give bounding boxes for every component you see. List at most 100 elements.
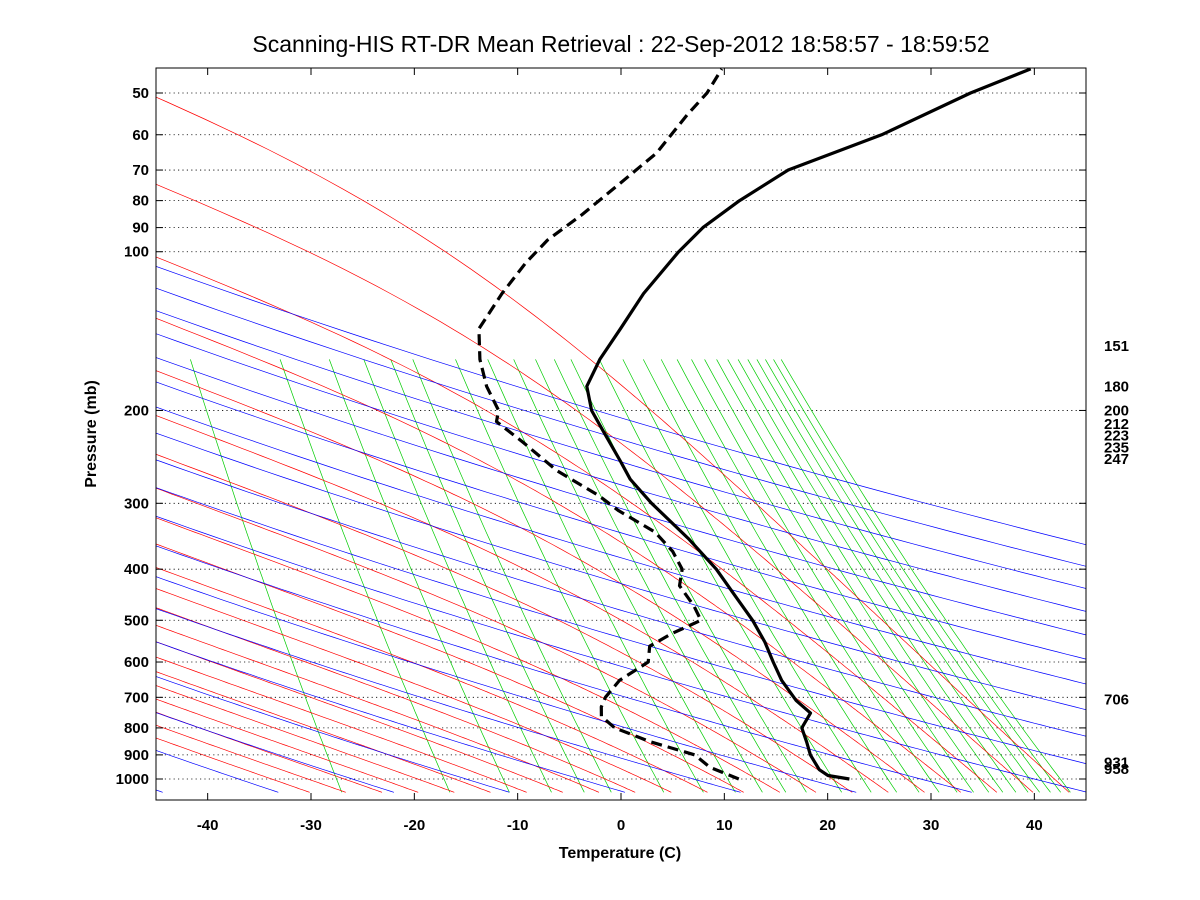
temperature-profile [585, 68, 1032, 781]
x-tick-label: 10 [716, 817, 733, 834]
y-tick-label: 70 [132, 162, 149, 179]
x-tick-label: 30 [923, 817, 940, 834]
moist-adiabat [156, 607, 636, 793]
mixing-ratio-line [363, 359, 552, 793]
dry-adiabat [156, 333, 1086, 612]
dry-adiabat [156, 432, 1086, 711]
dry-adiabat [156, 287, 1086, 567]
moist-adiabat [156, 96, 1070, 793]
dry-adiabat [156, 789, 163, 793]
moist-adiabat [156, 624, 600, 793]
y-axis-ticks: 50 60 70 80 90 100 200 300 400 500 600 700 800 900 100… [116, 85, 1086, 788]
dry-adiabat [156, 608, 741, 793]
moist-adiabat [156, 517, 780, 793]
x-tick-label: -40 [197, 817, 219, 834]
mixing-ratio-line [622, 359, 872, 793]
moist-adiabat [156, 698, 419, 793]
dry-adiabats [0, 74, 1086, 793]
y-tick-label: 80 [132, 193, 149, 210]
x-tick-label: -10 [507, 817, 529, 834]
moist-adiabat [156, 656, 527, 793]
y-tick-label: 90 [132, 220, 149, 237]
chart-title: Scanning-HIS RT-DR Mean Retrieval : 22-S… [252, 31, 989, 57]
mixing-ratio-line [570, 359, 807, 793]
dry-adiabat [156, 676, 510, 793]
dry-adiabat [156, 406, 1086, 685]
x-tick-label: 0 [617, 817, 625, 834]
level-label: 706 [1104, 691, 1129, 708]
moist-adiabat [156, 711, 383, 793]
dry-adiabat [156, 357, 1086, 636]
dry-adiabat [156, 576, 857, 793]
moist-adiabat [156, 567, 708, 793]
x-axis-label: Temperature (C) [559, 845, 681, 862]
dry-adiabat [156, 515, 1086, 793]
mixing-ratio-line [455, 359, 665, 793]
dry-adiabat [156, 310, 1086, 589]
y-tick-label: 400 [124, 561, 149, 578]
x-tick-label: -30 [300, 817, 322, 834]
level-label: 223 [1104, 427, 1129, 444]
mixing-ratio-line [513, 359, 736, 793]
dry-adiabat [156, 545, 972, 793]
dry-adiabat [0, 74, 47, 792]
mixing-ratio-line [737, 359, 1017, 793]
x-axis-ticks: -40 -30 -20 -10 0 10 20 30 40 [197, 68, 1043, 834]
moist-adiabat [156, 543, 744, 793]
level-label: 212 [1104, 416, 1129, 433]
mixing-ratio-line [412, 359, 612, 793]
y-axis-label: Pressure (mb) [83, 380, 100, 488]
y-tick-label: 700 [124, 689, 149, 706]
y-tick-label: 60 [132, 127, 149, 144]
x-tick-label: 40 [1026, 817, 1043, 834]
level-label: 151 [1104, 338, 1129, 355]
mixing-ratio-line [747, 359, 1029, 793]
y-tick-label: 600 [124, 654, 149, 671]
mixing-ratio-line [598, 359, 842, 793]
level-label: 235 [1104, 439, 1129, 456]
y-tick-label: 50 [132, 85, 149, 102]
mixing-ratio-line [691, 359, 958, 793]
mixing-ratio-line [716, 359, 990, 793]
moist-adiabat [156, 724, 346, 793]
y-tick-label: 500 [124, 612, 149, 629]
mixing-ratio-line [773, 359, 1061, 793]
x-tick-label: 20 [819, 817, 836, 834]
plot-background [156, 68, 1086, 800]
mixing-ratio-line [535, 359, 763, 793]
profile-series [477, 68, 1032, 781]
moist-adiabat [156, 256, 998, 793]
moist-adiabat [156, 370, 925, 793]
moist-adiabat [156, 588, 672, 793]
y-tick-label: 200 [124, 402, 149, 419]
dry-adiabat [156, 459, 1086, 737]
mixing-ratio-line [765, 359, 1051, 793]
moist-adiabat [156, 453, 853, 793]
dry-adiabat [156, 381, 1086, 660]
dewpoint-profile [477, 68, 740, 781]
dry-adiabat [156, 641, 626, 793]
level-label: 958 [1104, 761, 1129, 778]
mixing-ratio-line [756, 359, 1040, 793]
dry-adiabat [156, 265, 1086, 546]
y-tick-label: 800 [124, 720, 149, 737]
y-tick-label: 900 [124, 747, 149, 764]
y-tick-label: 1000 [116, 771, 149, 788]
mixing-ratio-line [190, 359, 343, 793]
level-label: 180 [1104, 378, 1129, 395]
x-tick-label: -20 [403, 817, 425, 834]
mixing-ratio-line [390, 359, 585, 793]
y-tick-label: 300 [124, 495, 149, 512]
mixing-ratio-line [487, 359, 704, 793]
dry-adiabat [156, 487, 1086, 765]
moist-adiabat [156, 737, 310, 793]
dry-adiabat [156, 750, 279, 793]
moist-adiabat [156, 685, 455, 793]
mixing-ratio-line [328, 359, 510, 793]
dry-adiabat [156, 712, 395, 793]
y-tick-label: 100 [124, 244, 149, 261]
mixing-ratio-line [660, 359, 920, 793]
level-label: 200 [1104, 402, 1129, 419]
